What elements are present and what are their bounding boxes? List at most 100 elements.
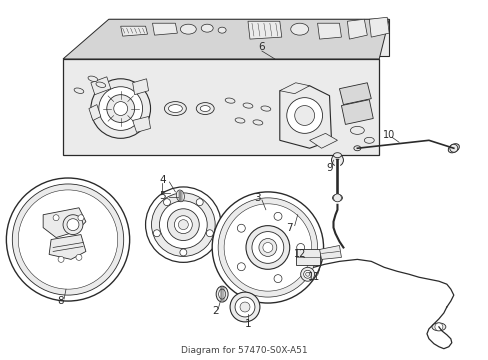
Ellipse shape bbox=[164, 102, 186, 116]
Ellipse shape bbox=[290, 23, 308, 35]
Polygon shape bbox=[43, 208, 86, 238]
Circle shape bbox=[78, 215, 84, 221]
Circle shape bbox=[91, 79, 150, 138]
Circle shape bbox=[53, 215, 59, 221]
Ellipse shape bbox=[447, 144, 458, 153]
Text: 11: 11 bbox=[307, 272, 319, 282]
Polygon shape bbox=[132, 79, 148, 95]
Circle shape bbox=[305, 272, 309, 276]
Polygon shape bbox=[152, 23, 177, 35]
Circle shape bbox=[67, 219, 79, 231]
Ellipse shape bbox=[353, 146, 360, 151]
Circle shape bbox=[178, 220, 188, 230]
Ellipse shape bbox=[88, 76, 98, 81]
Circle shape bbox=[151, 193, 215, 256]
Ellipse shape bbox=[180, 24, 196, 34]
Text: 1: 1 bbox=[244, 319, 251, 329]
Text: Diagram for 57470-S0X-A51: Diagram for 57470-S0X-A51 bbox=[181, 346, 306, 355]
Polygon shape bbox=[132, 117, 150, 132]
Polygon shape bbox=[339, 83, 370, 105]
Circle shape bbox=[449, 144, 457, 152]
Polygon shape bbox=[279, 86, 331, 148]
Text: 9: 9 bbox=[325, 163, 332, 173]
Ellipse shape bbox=[96, 82, 105, 87]
Ellipse shape bbox=[350, 126, 364, 134]
Circle shape bbox=[296, 243, 304, 251]
Circle shape bbox=[245, 226, 289, 269]
Circle shape bbox=[434, 323, 442, 331]
Polygon shape bbox=[89, 105, 101, 121]
Ellipse shape bbox=[74, 88, 83, 93]
Circle shape bbox=[12, 184, 123, 295]
Ellipse shape bbox=[224, 98, 235, 103]
Polygon shape bbox=[295, 249, 319, 265]
Circle shape bbox=[235, 297, 254, 317]
Circle shape bbox=[99, 87, 142, 130]
Circle shape bbox=[63, 215, 83, 235]
Circle shape bbox=[153, 230, 160, 237]
Circle shape bbox=[163, 199, 170, 206]
Circle shape bbox=[76, 255, 82, 260]
Circle shape bbox=[333, 194, 341, 202]
Ellipse shape bbox=[196, 103, 214, 114]
Text: 8: 8 bbox=[58, 296, 64, 306]
Circle shape bbox=[273, 275, 282, 283]
Polygon shape bbox=[341, 100, 372, 125]
Circle shape bbox=[237, 263, 245, 271]
Ellipse shape bbox=[332, 194, 342, 201]
Text: 10: 10 bbox=[382, 130, 394, 140]
Circle shape bbox=[224, 204, 311, 291]
Circle shape bbox=[240, 302, 249, 312]
Ellipse shape bbox=[200, 105, 210, 112]
Polygon shape bbox=[63, 59, 379, 155]
Polygon shape bbox=[63, 19, 388, 59]
Circle shape bbox=[331, 154, 343, 166]
Circle shape bbox=[258, 239, 276, 256]
Circle shape bbox=[58, 256, 64, 262]
Circle shape bbox=[145, 187, 221, 262]
Polygon shape bbox=[49, 235, 86, 260]
Ellipse shape bbox=[261, 106, 270, 111]
Polygon shape bbox=[91, 77, 111, 95]
Ellipse shape bbox=[201, 24, 213, 32]
Circle shape bbox=[180, 249, 186, 256]
Circle shape bbox=[300, 267, 314, 281]
Circle shape bbox=[159, 201, 207, 248]
Polygon shape bbox=[368, 17, 388, 37]
Circle shape bbox=[6, 178, 129, 301]
Text: 12: 12 bbox=[293, 249, 305, 260]
Polygon shape bbox=[279, 83, 309, 94]
Text: 7: 7 bbox=[286, 222, 292, 233]
Circle shape bbox=[237, 224, 245, 232]
Text: 4: 4 bbox=[159, 175, 165, 185]
Ellipse shape bbox=[364, 137, 373, 143]
Ellipse shape bbox=[431, 323, 445, 331]
Ellipse shape bbox=[216, 286, 227, 302]
Text: 2: 2 bbox=[211, 306, 218, 316]
Ellipse shape bbox=[218, 27, 225, 33]
Ellipse shape bbox=[176, 190, 184, 202]
Circle shape bbox=[286, 98, 322, 133]
Text: 3: 3 bbox=[254, 193, 261, 203]
Polygon shape bbox=[108, 19, 388, 56]
Polygon shape bbox=[247, 21, 281, 39]
Circle shape bbox=[251, 231, 283, 264]
Circle shape bbox=[212, 192, 323, 303]
Polygon shape bbox=[346, 19, 366, 39]
Circle shape bbox=[273, 212, 282, 220]
Circle shape bbox=[303, 270, 311, 278]
Text: 6: 6 bbox=[258, 42, 264, 52]
Polygon shape bbox=[121, 26, 147, 36]
Polygon shape bbox=[317, 23, 341, 39]
Ellipse shape bbox=[168, 105, 182, 113]
Ellipse shape bbox=[243, 103, 252, 108]
Polygon shape bbox=[309, 133, 337, 148]
Polygon shape bbox=[319, 246, 341, 260]
Ellipse shape bbox=[218, 289, 225, 299]
Circle shape bbox=[206, 230, 213, 237]
Ellipse shape bbox=[333, 153, 341, 158]
Circle shape bbox=[18, 190, 118, 289]
Circle shape bbox=[114, 102, 127, 116]
Ellipse shape bbox=[252, 120, 263, 125]
Circle shape bbox=[106, 95, 134, 122]
